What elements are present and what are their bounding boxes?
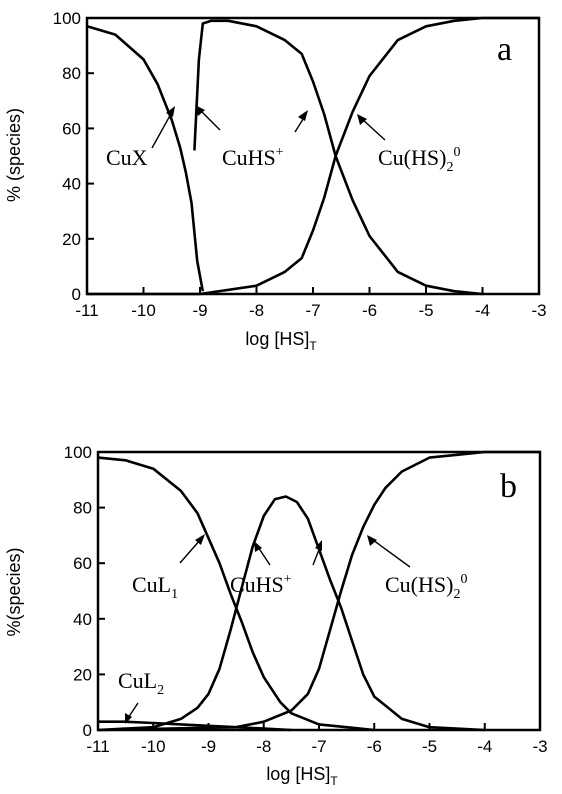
y-tick-label-b-5: 100 [64,443,92,462]
x-tick-label-a-6: -5 [418,301,433,320]
arrow-cul1 [179,534,205,564]
x-tick-label-a-8: -3 [531,301,546,320]
arrow-cuhs-plus-a2 [294,110,308,133]
y-tick-label-a-4: 80 [62,64,81,83]
y-tick-label-b-4: 80 [73,499,92,518]
series-line-a-2 [87,16,539,296]
y-tick-label-b-2: 40 [73,610,92,629]
arrow-cuhs2-b [367,535,411,568]
x-tick-label-a-0: -11 [75,301,98,320]
x-tick-label-b-6: -5 [422,737,437,756]
y-tick-label-b-3: 60 [73,554,92,573]
y-tick-label-a-0: 0 [72,285,81,304]
panel-a: -11 -10 -9 -8 -7 -6 -5 -4 -3 0 20 40 60 80 100 a log [… [4,9,547,353]
x-tick-label-a-2: -9 [192,301,207,320]
x-tick-label-b-0: -11 [86,737,109,756]
y-tick-label-b-0: 0 [83,721,92,740]
x-tick-label-a-4: -7 [305,301,320,320]
y-tick-label-a-1: 20 [62,230,81,249]
y-tick-label-a-5: 100 [53,9,81,28]
y-tick-label-a-3: 60 [62,119,81,138]
curve-group-a [86,16,539,296]
tick-group-b: -11 -10 -9 -8 -7 -6 -5 -4 -3 0 20 40 60 80 100 [64,443,548,756]
y-tick-label-a-2: 40 [62,175,81,194]
tick-group-a: -11 -10 -9 -8 -7 -6 -5 -4 -3 0 20 40 60 80 100 [53,9,547,320]
x-tick-label-a-3: -8 [249,301,264,320]
annotation-cul2: CuL2 [118,668,164,698]
arrow-cuhs-plus-b-left [254,541,271,566]
x-tick-label-b-8: -3 [532,737,547,756]
series-line-b-3 [98,720,292,732]
x-tick-label-a-1: -10 [131,301,156,320]
panel-letter-b: b [500,468,517,505]
panel-b: -11 -10 -9 -8 -7 -6 -5 -4 -3 0 20 40 60 80 100 b log [… [4,443,548,788]
y-axis-title-b: %(species) [4,547,24,636]
annotation-cuhs-plus-b: CuHS+ [230,572,292,597]
x-tick-label-a-5: -6 [362,301,377,320]
x-tick-label-b-5: -6 [367,737,382,756]
arrow-cul2 [125,702,139,724]
x-tick-label-b-7: -4 [477,737,492,756]
arrow-cuhs-plus-a [195,105,221,131]
series-line-a-0 [86,25,205,292]
panel-letter-a: a [497,31,512,68]
x-tick-label-b-1: -10 [141,737,166,756]
series-line-b-1 [97,495,485,732]
annotation-cuhs-plus-a: CuHS+ [222,145,284,170]
x-axis-title-b: log [HS]T [266,764,338,788]
x-tick-label-b-2: -9 [201,737,216,756]
arrow-cuhs-plus-b-right [312,540,322,566]
annotation-cuhs2-b: Cu(HS)20 [385,572,467,602]
x-axis-title-a: log [HS]T [245,329,317,353]
x-tick-label-b-3: -8 [256,737,271,756]
annotation-cux: CuX [106,145,148,170]
x-tick-label-b-4: -7 [311,737,326,756]
series-line-b-2 [97,450,540,732]
y-tick-label-b-1: 20 [73,665,92,684]
plot-frame-a [85,16,541,296]
arrow-cuhs2-a [357,114,386,141]
arrow-cux [151,106,175,149]
y-axis-title-a: % (species) [4,108,24,202]
x-tick-label-a-7: -4 [475,301,490,320]
annotation-cuhs2-a: Cu(HS)20 [378,145,460,175]
series-line-a-1 [193,19,483,296]
annotation-cul1: CuL1 [132,572,178,602]
curve-group-b [97,450,540,732]
